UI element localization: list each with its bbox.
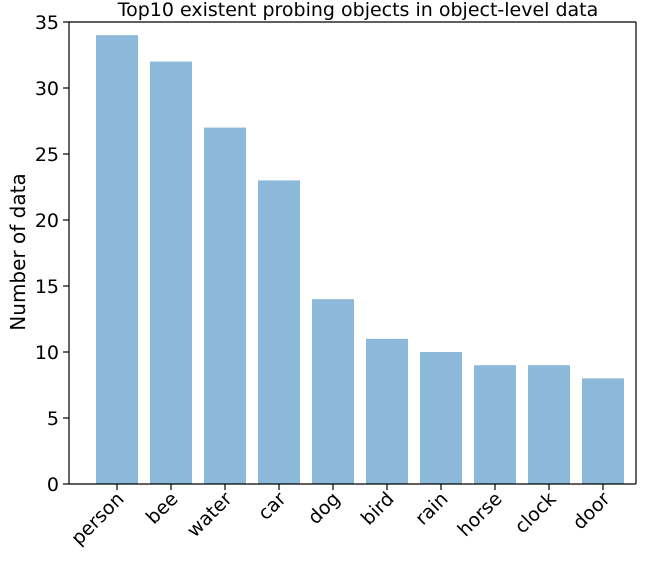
x-tick-label-car: car bbox=[254, 488, 291, 525]
y-axis-label: Number of data bbox=[6, 173, 30, 330]
bar-person bbox=[96, 35, 138, 484]
y-tick-label: 0 bbox=[47, 474, 59, 496]
bar-bird bbox=[366, 338, 408, 484]
y-tick-label: 10 bbox=[35, 342, 59, 364]
y-tick-label: 30 bbox=[35, 78, 59, 100]
x-tick-label-clock: clock bbox=[510, 488, 560, 538]
y-tick-label: 25 bbox=[35, 144, 59, 166]
y-tick-label: 15 bbox=[35, 276, 59, 298]
bar-car bbox=[258, 180, 300, 484]
y-tick-label: 5 bbox=[47, 408, 59, 430]
x-tick-label-rain: rain bbox=[411, 488, 453, 530]
x-tick-label-person: person bbox=[67, 488, 129, 550]
bar-door bbox=[582, 378, 624, 484]
bar-bee bbox=[150, 61, 192, 484]
x-tick-label-bee: bee bbox=[142, 488, 183, 529]
y-tick-label: 20 bbox=[35, 210, 59, 232]
bar-rain bbox=[420, 352, 462, 484]
bar-water bbox=[204, 127, 246, 484]
chart-title: Top10 existent probing objects in object… bbox=[117, 0, 599, 21]
x-tick-label-dog: dog bbox=[304, 488, 345, 529]
bar-clock bbox=[528, 365, 570, 484]
bar-dog bbox=[312, 299, 354, 484]
y-tick-label: 35 bbox=[35, 12, 59, 34]
x-tick-label-horse: horse bbox=[453, 488, 506, 541]
plot-area: 0 5 10 15 20 25 30 35 person bee water car dog bird ra… bbox=[35, 12, 637, 550]
x-tick-label-door: door bbox=[568, 488, 614, 534]
x-tick-label-bird: bird bbox=[357, 488, 399, 530]
bar-horse bbox=[474, 365, 516, 484]
x-tick-label-water: water bbox=[183, 488, 237, 542]
